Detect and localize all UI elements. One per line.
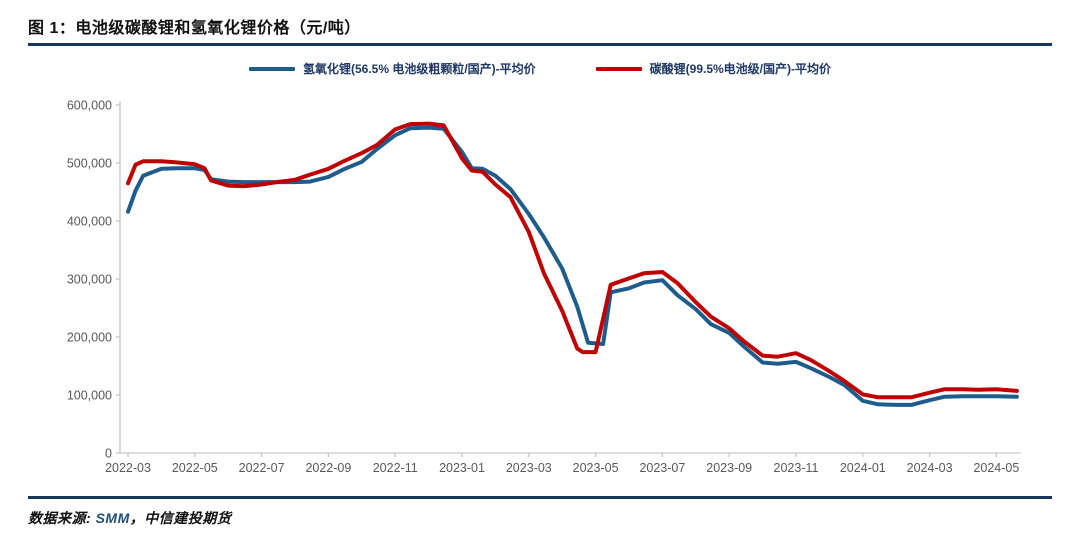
svg-text:600,000: 600,000 (67, 99, 112, 113)
legend-item-carbonate: 碳酸锂(99.5%电池级/国产)-平均价 (595, 60, 832, 77)
bottom-divider (28, 496, 1052, 499)
svg-text:2023-03: 2023-03 (506, 461, 552, 475)
svg-text:0: 0 (105, 447, 112, 461)
hydroxide-line-swatch (248, 66, 295, 71)
svg-text:2022-07: 2022-07 (239, 461, 285, 475)
svg-text:2022-09: 2022-09 (305, 461, 351, 475)
svg-text:2024-01: 2024-01 (840, 461, 886, 475)
source-suffix: ，中信建投期货 (129, 510, 232, 526)
svg-text:2023-07: 2023-07 (639, 461, 685, 475)
chart-legend: 氢氧化锂(56.5% 电池级粗颗粒/国产)-平均价 碳酸锂(99.5%电池级/国… (0, 60, 1080, 77)
svg-text:300,000: 300,000 (67, 273, 112, 287)
svg-text:2023-01: 2023-01 (439, 461, 485, 475)
carbonate-line-swatch (595, 66, 642, 71)
legend-label-carbonate: 碳酸锂(99.5%电池级/国产)-平均价 (649, 62, 832, 76)
source-prefix: 数据来源: (28, 510, 96, 526)
svg-text:2022-03: 2022-03 (105, 461, 151, 475)
source-name-smm: SMM (95, 510, 130, 526)
svg-text:2023-11: 2023-11 (774, 461, 819, 475)
svg-text:200,000: 200,000 (67, 331, 112, 345)
svg-text:2023-05: 2023-05 (573, 461, 619, 475)
svg-text:2022-11: 2022-11 (373, 461, 418, 475)
legend-item-hydroxide: 氢氧化锂(56.5% 电池级粗颗粒/国产)-平均价 (248, 60, 536, 77)
svg-text:2024-05: 2024-05 (973, 461, 1019, 475)
svg-text:2023-09: 2023-09 (706, 461, 752, 475)
top-divider (28, 43, 1052, 46)
figure-header: 图 1：电池级碳酸锂和氢氧化锂价格（元/吨） (28, 14, 1052, 38)
svg-text:400,000: 400,000 (67, 215, 112, 229)
svg-text:2022-05: 2022-05 (172, 461, 218, 475)
page-title: 图 1：电池级碳酸锂和氢氧化锂价格（元/吨） (28, 20, 361, 37)
svg-text:2024-03: 2024-03 (907, 461, 953, 475)
legend-label-hydroxide: 氢氧化锂(56.5% 电池级粗颗粒/国产)-平均价 (302, 62, 536, 76)
svg-text:500,000: 500,000 (67, 157, 112, 171)
data-source-note: 数据来源: SMM，中信建投期货 (28, 508, 231, 528)
svg-text:100,000: 100,000 (67, 389, 112, 403)
